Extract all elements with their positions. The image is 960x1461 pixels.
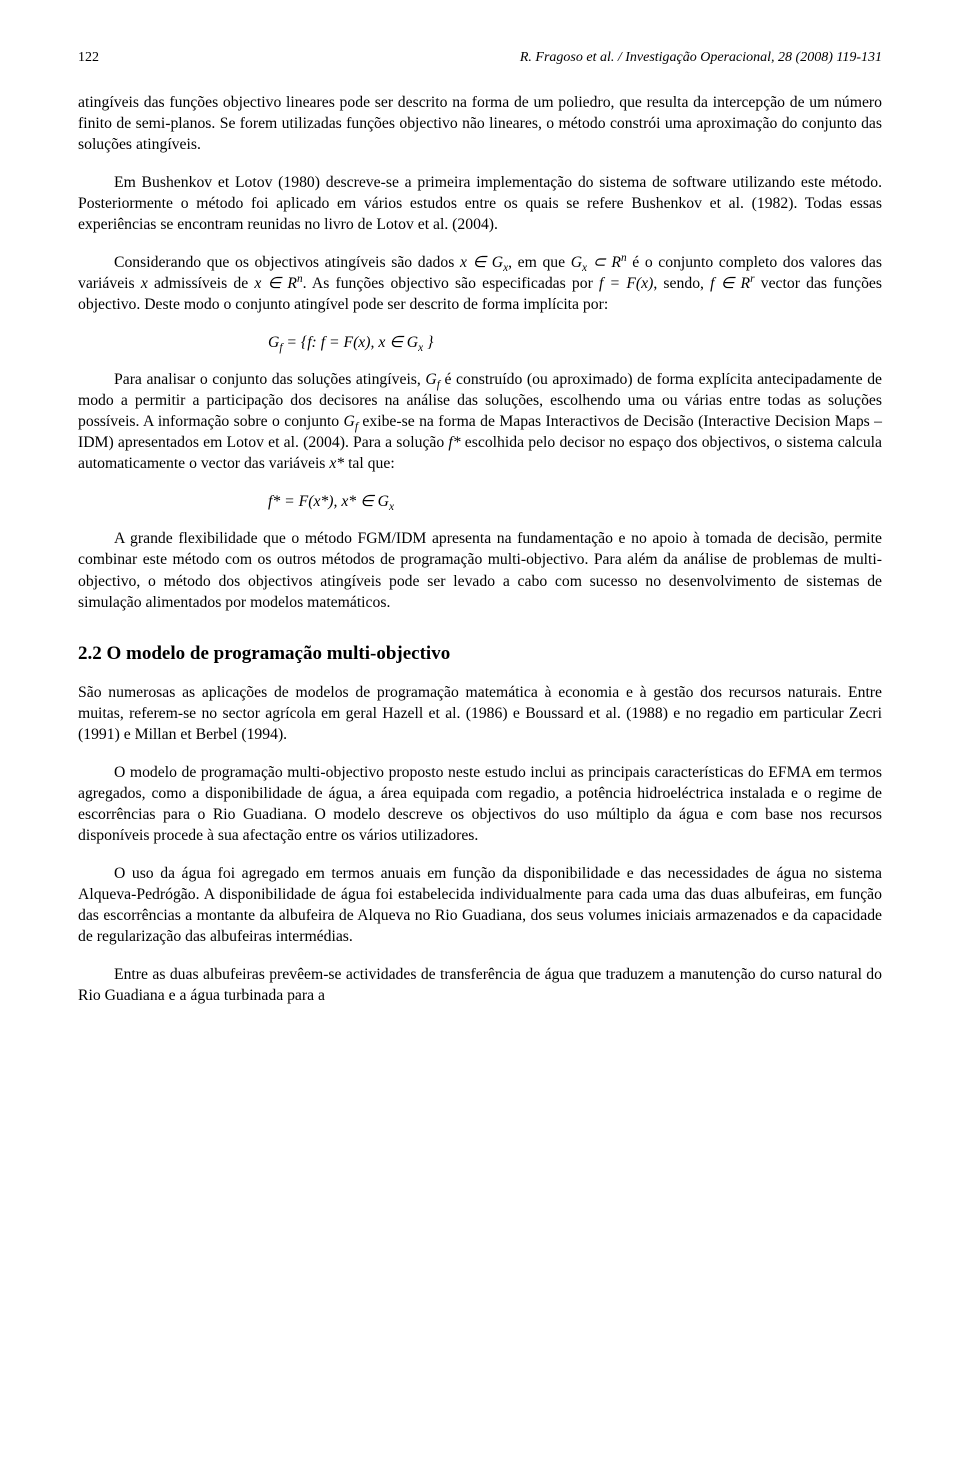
math: = {f: f = F(x), x ∈ G: [282, 334, 418, 351]
paragraph: Entre as duas albufeiras prevêem-se acti…: [78, 964, 882, 1006]
math: G: [268, 334, 279, 351]
math: f = F(x): [599, 275, 653, 292]
math-sub: x: [389, 502, 394, 514]
math: f* = F(x*), x* ∈ G: [268, 493, 389, 510]
math: }: [423, 334, 433, 351]
paragraph: A grande flexibilidade que o método FGM/…: [78, 528, 882, 612]
paragraph: Considerando que os objectivos atingívei…: [78, 252, 882, 315]
formula: Gf = {f: f = F(x), x ∈ Gx }: [268, 332, 882, 352]
text: Considerando que os objectivos atingívei…: [114, 254, 460, 271]
section-heading: 2.2 O modelo de programação multi-object…: [78, 643, 882, 665]
math: G: [425, 371, 436, 388]
math: ∈: [467, 254, 492, 271]
math: G: [571, 254, 582, 271]
paragraph: Em Bushenkov et Lotov (1980) descreve-se…: [78, 172, 882, 235]
page-number: 122: [78, 50, 99, 66]
math: ∈: [261, 275, 287, 292]
math: f*: [448, 434, 460, 451]
math: R: [741, 275, 751, 292]
paragraph: São numerosas as aplicações de modelos d…: [78, 682, 882, 745]
math: G: [344, 413, 355, 430]
text: . As funções objectivo são especificadas…: [303, 275, 599, 292]
paragraph: Para analisar o conjunto das soluções at…: [78, 369, 882, 474]
math: x: [141, 275, 148, 292]
paragraph: O modelo de programação multi-objectivo …: [78, 762, 882, 846]
math: R: [611, 254, 621, 271]
running-title: R. Fragoso et al. / Investigação Operaci…: [520, 50, 882, 66]
math: ⊂: [587, 254, 611, 271]
text: , em que: [508, 254, 571, 271]
paragraph: atingíveis das funções objectivo lineare…: [78, 92, 882, 155]
paragraph: O uso da água foi agregado em termos anu…: [78, 863, 882, 947]
math: R: [287, 275, 297, 292]
formula: f* = F(x*), x* ∈ Gx: [268, 491, 882, 511]
math: ∈: [715, 275, 741, 292]
math: x*: [329, 455, 344, 472]
text: tal que:: [344, 455, 395, 472]
text: admissíveis de: [148, 275, 255, 292]
math: G: [492, 254, 503, 271]
text: , sendo,: [653, 275, 710, 292]
math: x: [460, 254, 467, 271]
text: Para analisar o conjunto das soluções at…: [114, 371, 425, 388]
